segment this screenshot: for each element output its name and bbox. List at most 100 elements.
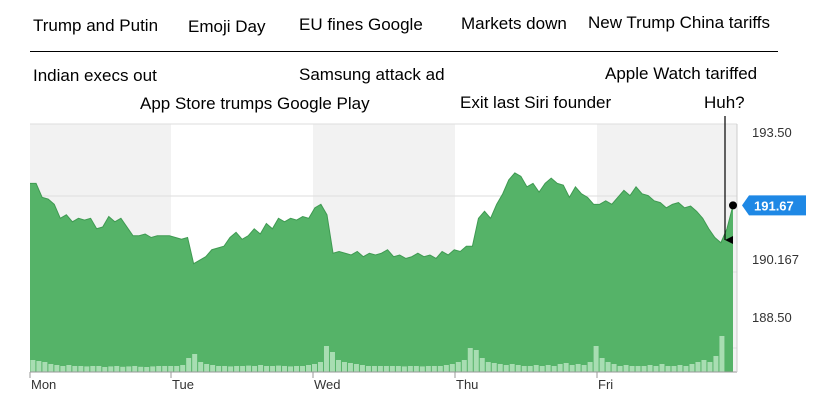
volume-bar: [509, 364, 515, 372]
volume-bar: [425, 366, 431, 372]
volume-bar: [204, 364, 210, 372]
volume-bar: [503, 365, 509, 372]
volume-bar: [180, 365, 186, 372]
price-line: [30, 172, 734, 265]
volume-bar: [216, 366, 222, 372]
x-tick-label-tue: Tue: [172, 377, 194, 392]
volume-bar: [108, 366, 114, 372]
volume-bar: [587, 362, 593, 372]
volume-bar: [312, 364, 317, 372]
headline-eu-fines-google: EU fines Google: [299, 15, 423, 34]
headline-trump-putin: Trump and Putin: [33, 16, 159, 35]
headline-exit-last-siri-founder: Exit last Siri founder: [460, 93, 612, 112]
volume-bar: [395, 366, 401, 372]
volume-bar: [467, 348, 473, 372]
volume-bar: [551, 366, 557, 372]
headline-samsung-attack-ad: Samsung attack ad: [299, 65, 445, 84]
current-price-label: 191.67: [754, 198, 794, 213]
volume-bar: [671, 366, 677, 372]
volume-bar: [276, 365, 282, 372]
volume-bar: [317, 362, 323, 372]
volume-bar: [593, 346, 599, 372]
volume-bar: [329, 352, 335, 372]
volume-bar: [60, 366, 66, 372]
volume-bar: [347, 363, 353, 372]
volume-bar: [156, 366, 162, 372]
volume-bar: [246, 365, 252, 372]
volume-bar: [533, 365, 539, 372]
headlines-panel: Trump and Putin Emoji Day EU fines Googl…: [0, 0, 839, 120]
volume-bar: [228, 366, 234, 372]
y-axis: 193.50 190.167 188.50: [752, 125, 799, 325]
volume-bar: [150, 366, 156, 372]
volume-bar: [455, 362, 461, 372]
volume-bar: [341, 362, 347, 372]
volume-bar: [443, 365, 449, 372]
volume-bar: [84, 366, 90, 372]
volume-bar: [120, 366, 126, 372]
volume-bar: [132, 366, 138, 372]
volume-bar: [401, 366, 407, 372]
volume-bar: [335, 360, 341, 372]
volume-bar: [485, 362, 491, 372]
volume-bar: [407, 366, 413, 372]
volume-bar: [258, 365, 264, 372]
volume-bar: [611, 364, 617, 372]
volume-bar: [126, 366, 132, 372]
volume-bar: [90, 366, 96, 372]
volume-bar: [437, 366, 443, 372]
volume-bar: [701, 360, 707, 372]
volume-bar: [222, 366, 228, 372]
current-price-badge: 191.67: [729, 195, 806, 216]
volume-bar: [521, 366, 527, 372]
volume-bar: [294, 366, 300, 372]
volume-bar: [581, 365, 587, 372]
volume-bar: [695, 362, 701, 372]
volume-bar: [473, 350, 479, 372]
volume-bar: [617, 366, 623, 372]
volume-bar: [719, 336, 725, 372]
volume-bar: [114, 366, 120, 372]
volume-bar: [234, 366, 240, 372]
volume-bar: [353, 364, 359, 372]
volume-bar: [713, 356, 719, 372]
headline-separator: [30, 51, 778, 52]
volume-bar: [479, 358, 485, 372]
volume-bar: [198, 362, 204, 372]
volume-bar: [659, 364, 665, 372]
volume-bar: [210, 365, 216, 372]
volume-bar: [36, 361, 42, 372]
headline-indian-execs-out: Indian execs out: [33, 66, 157, 85]
price-area: [30, 172, 733, 372]
price-badge-shape: [742, 195, 806, 216]
volume-bar: [138, 366, 144, 372]
price-area-layer: [30, 172, 734, 372]
volume-bar: [365, 366, 371, 372]
volume-bar: [264, 366, 270, 372]
volume-bar: [72, 366, 78, 372]
volume-bar: [102, 367, 108, 372]
volume-bar: [66, 365, 72, 372]
volume-bar: [413, 366, 419, 372]
volume-bar: [192, 354, 198, 372]
volume-bar: [240, 366, 246, 372]
volume-bar: [539, 366, 545, 372]
volume-bar: [563, 363, 569, 372]
volume-bar: [174, 366, 180, 372]
y-tick-label: 193.50: [752, 125, 792, 140]
headline-emoji-day: Emoji Day: [188, 17, 266, 36]
volume-bar: [689, 364, 695, 372]
volume-bar: [683, 366, 689, 372]
volume-bar: [461, 360, 467, 372]
volume-bar: [449, 364, 455, 372]
volume-bar: [545, 365, 551, 372]
y-tick-label: 190.167: [752, 252, 799, 267]
volume-bar: [288, 366, 294, 372]
headline-new-trump-china-tariffs: New Trump China tariffs: [588, 13, 771, 32]
volume-bar: [569, 365, 575, 372]
current-price-dot: [729, 201, 737, 210]
volume-bar: [497, 364, 503, 372]
volume-bar: [383, 366, 389, 372]
volume-bar: [96, 366, 102, 372]
volume-bar: [431, 366, 437, 372]
